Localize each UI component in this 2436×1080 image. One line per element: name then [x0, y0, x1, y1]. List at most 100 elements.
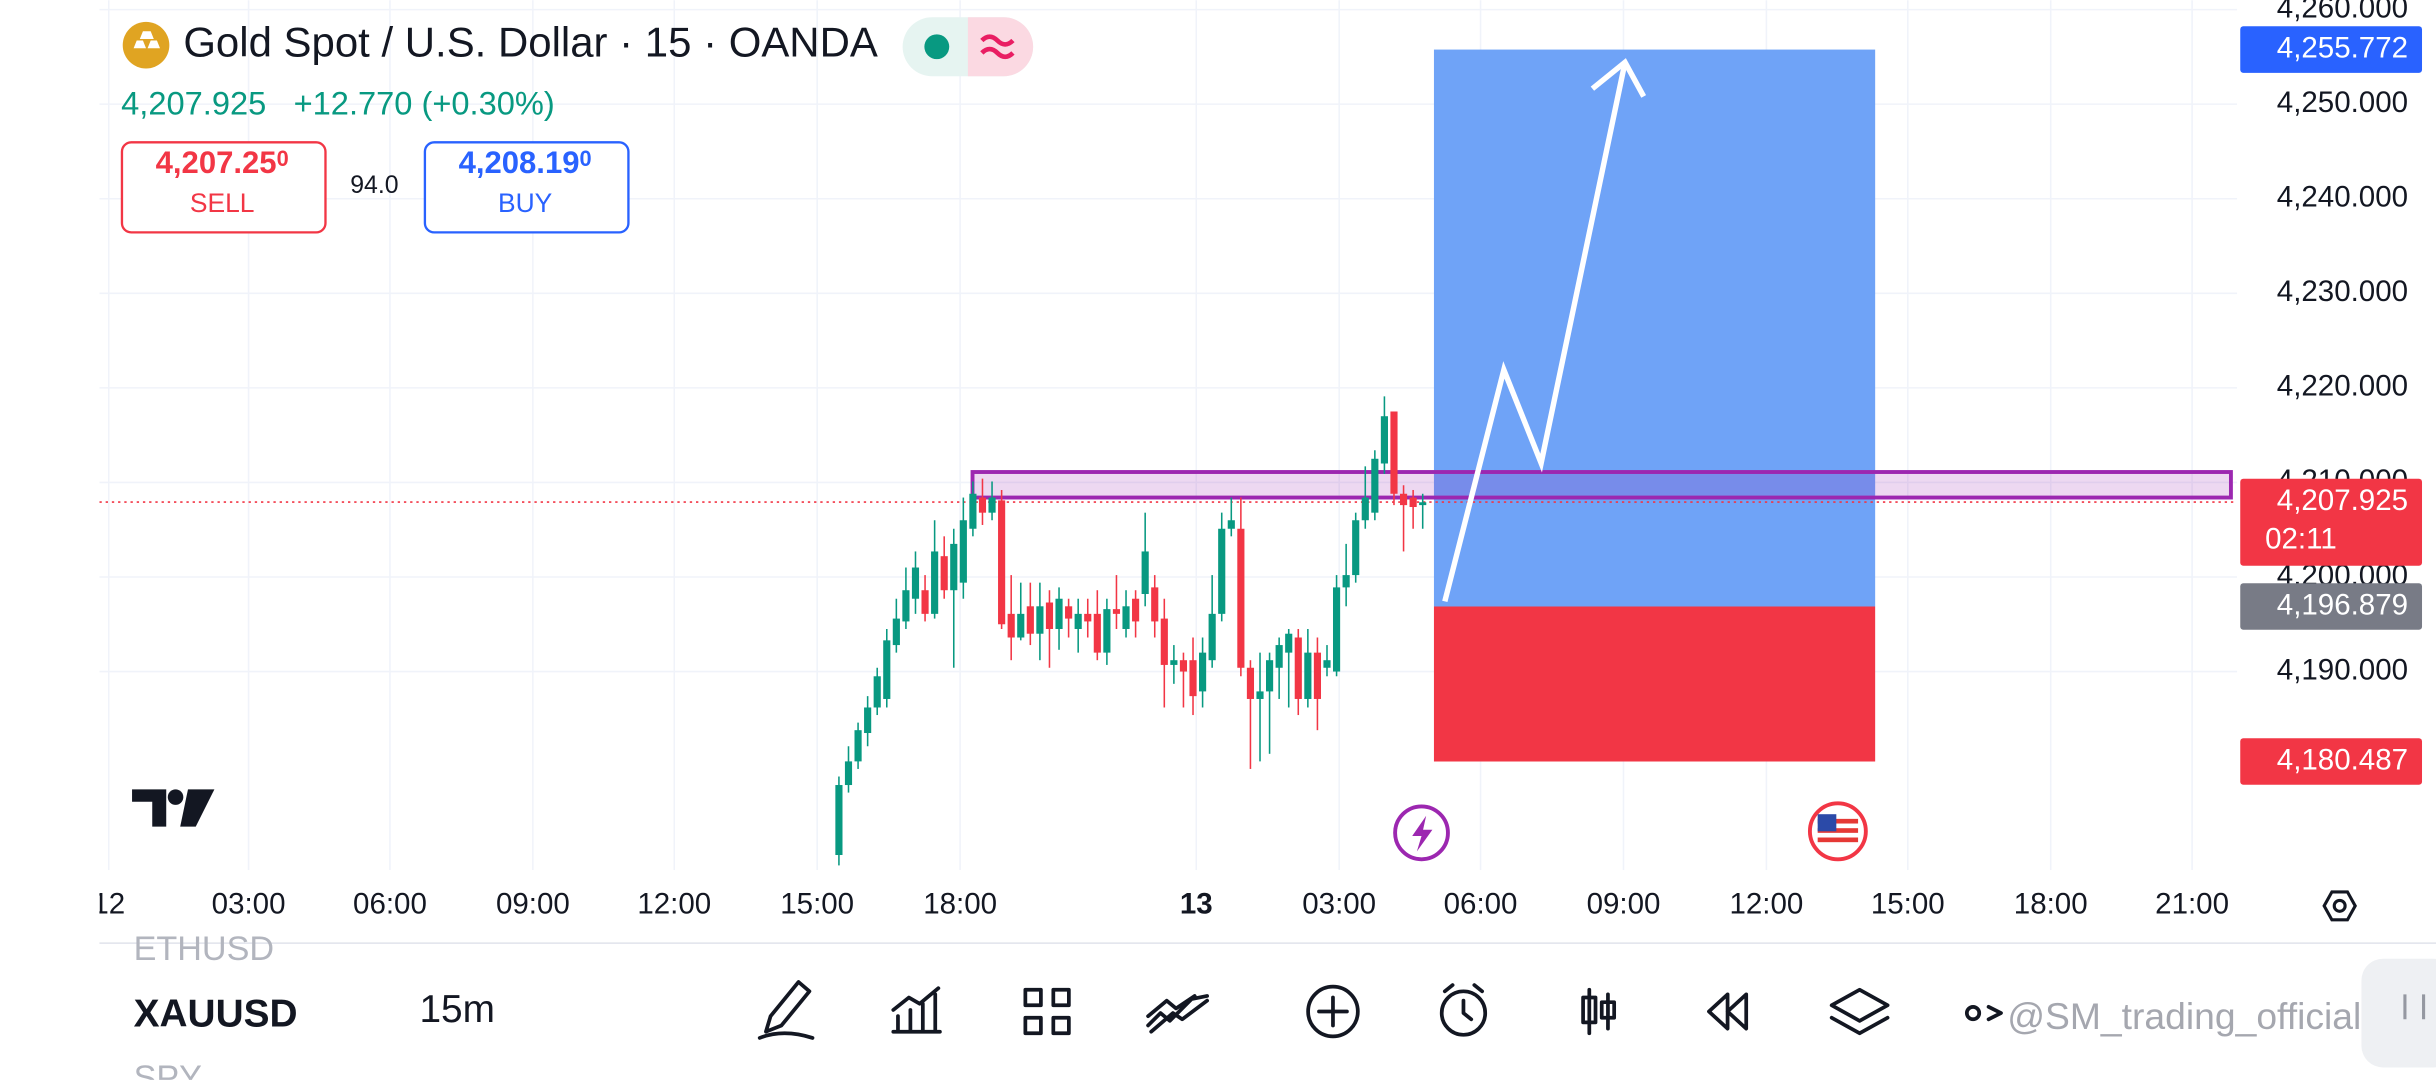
arrow-head	[1590, 58, 1647, 98]
candle-body	[892, 618, 900, 646]
layout-tool[interactable]	[1023, 987, 1071, 1036]
candle-body	[844, 761, 853, 786]
candle-body	[1266, 660, 1274, 692]
profit-zone	[1433, 49, 1876, 607]
candle-body	[1246, 667, 1255, 699]
candle-body	[1323, 660, 1331, 668]
symbol-current[interactable]: XAUUSD	[134, 992, 298, 1035]
loss-zone	[1433, 606, 1876, 762]
candle-body	[1419, 502, 1427, 506]
candle-body	[1103, 609, 1111, 653]
replay-tool[interactable]	[1707, 992, 1749, 1031]
candle-body	[1352, 520, 1360, 576]
layers-tool[interactable]	[1829, 987, 1890, 1036]
x-tick-label: 12:00	[1729, 888, 1803, 921]
x-tick-label: 06:00	[353, 888, 427, 921]
more-tool[interactable]	[1964, 1004, 1982, 1022]
y-tick-label: 4,260.000	[2277, 0, 2408, 24]
candle-body	[835, 785, 843, 856]
candle-body	[1285, 633, 1293, 653]
candle-body	[959, 520, 967, 583]
symbol-next[interactable]: SPY	[134, 1059, 203, 1080]
candle-body	[1132, 598, 1140, 622]
interval[interactable]: 15m	[419, 988, 495, 1031]
arrow	[1442, 61, 1628, 603]
candles	[835, 396, 1427, 866]
x-tick-label: 03:00	[212, 888, 286, 921]
buy-price-main: 4,208.19	[459, 145, 580, 180]
candle-body	[1409, 497, 1417, 508]
spread: 94.0	[350, 172, 398, 199]
candle-body	[873, 676, 881, 708]
y-tick-label: 4,240.000	[2277, 181, 2408, 214]
entry-label: 4,196.879	[2277, 588, 2408, 621]
candle-body	[988, 497, 996, 513]
candle-body	[921, 590, 929, 614]
candle-body	[1122, 606, 1130, 629]
candle-body	[1189, 660, 1197, 697]
y-tick-label: 4,250.000	[2277, 86, 2408, 119]
target-box	[2240, 26, 2423, 73]
x-tick-label: 15:00	[780, 888, 854, 921]
buy-button[interactable]: 4,208.190 BUY	[423, 141, 630, 234]
candle-body	[1227, 520, 1235, 529]
event-icon[interactable]	[1393, 804, 1450, 862]
candle-body	[1065, 606, 1073, 619]
symbol-picker[interactable]: ETHUSD XAUUSD SPY	[134, 930, 298, 1080]
sell-price: 4,207.250	[156, 145, 289, 180]
candle-body	[1361, 497, 1369, 521]
candle-body	[1399, 493, 1408, 506]
overlays	[99, 49, 2238, 762]
candle-body	[883, 640, 891, 699]
add-tool[interactable]	[1306, 984, 1360, 1039]
status-pill[interactable]	[902, 17, 1034, 77]
target-label: 4,255.772	[2277, 31, 2408, 64]
x-tick-label: 13	[1180, 888, 1213, 921]
candle-body	[1208, 613, 1216, 661]
buy-label: BUY	[498, 188, 553, 218]
y-tick-label: 4,190.000	[2277, 653, 2408, 686]
candle-body	[1304, 652, 1312, 699]
x-tick-label: 21:00	[2155, 888, 2229, 921]
patterns-tool[interactable]	[1146, 994, 1209, 1034]
chart-type-tool[interactable]	[1581, 987, 1617, 1036]
candle-body	[1074, 613, 1082, 629]
corner-button[interactable]	[2361, 958, 2436, 1068]
candle-body	[1112, 609, 1121, 614]
last-price-box	[2240, 478, 2423, 566]
sell-price-sup: 0	[277, 146, 289, 171]
indicators-tool[interactable]	[891, 986, 942, 1034]
x-tick-label: 06:00	[1444, 888, 1518, 921]
axis-settings[interactable]	[2322, 890, 2357, 922]
y-tick-label: 4,220.000	[2277, 370, 2408, 403]
resistance-zone	[970, 470, 2233, 500]
x-tick-label: 12	[92, 888, 125, 921]
candle-body	[1313, 652, 1322, 699]
buy-price-sup: 0	[580, 146, 592, 171]
event-flag-icon[interactable]	[1807, 801, 1868, 862]
sell-button[interactable]: 4,207.250 SELL	[120, 141, 327, 234]
candle-body	[1151, 587, 1159, 622]
grid	[99, 0, 2238, 871]
candle-body	[1026, 606, 1034, 634]
x-tick-label: 12:00	[637, 888, 711, 921]
tv-logo	[132, 789, 215, 827]
candle-body	[1045, 602, 1054, 629]
stop-box	[2240, 738, 2423, 785]
candle-body	[854, 730, 862, 762]
candle-body	[1036, 606, 1044, 634]
candle-body	[978, 497, 987, 513]
x-tick-label: 18:00	[923, 888, 997, 921]
symbol-prev[interactable]: ETHUSD	[134, 930, 274, 968]
alert-tool[interactable]	[1439, 989, 1488, 1037]
symbol-icon	[122, 21, 170, 69]
candle-body	[1294, 637, 1302, 699]
draw-tool[interactable]	[757, 980, 815, 1040]
x-tick-label: 18:00	[2014, 888, 2088, 921]
candle-body	[940, 556, 948, 591]
candle-body	[1256, 691, 1264, 699]
symbol-title: Gold Spot / U.S. Dollar · 15 · OANDA	[183, 18, 878, 65]
candle-body	[1237, 528, 1245, 668]
